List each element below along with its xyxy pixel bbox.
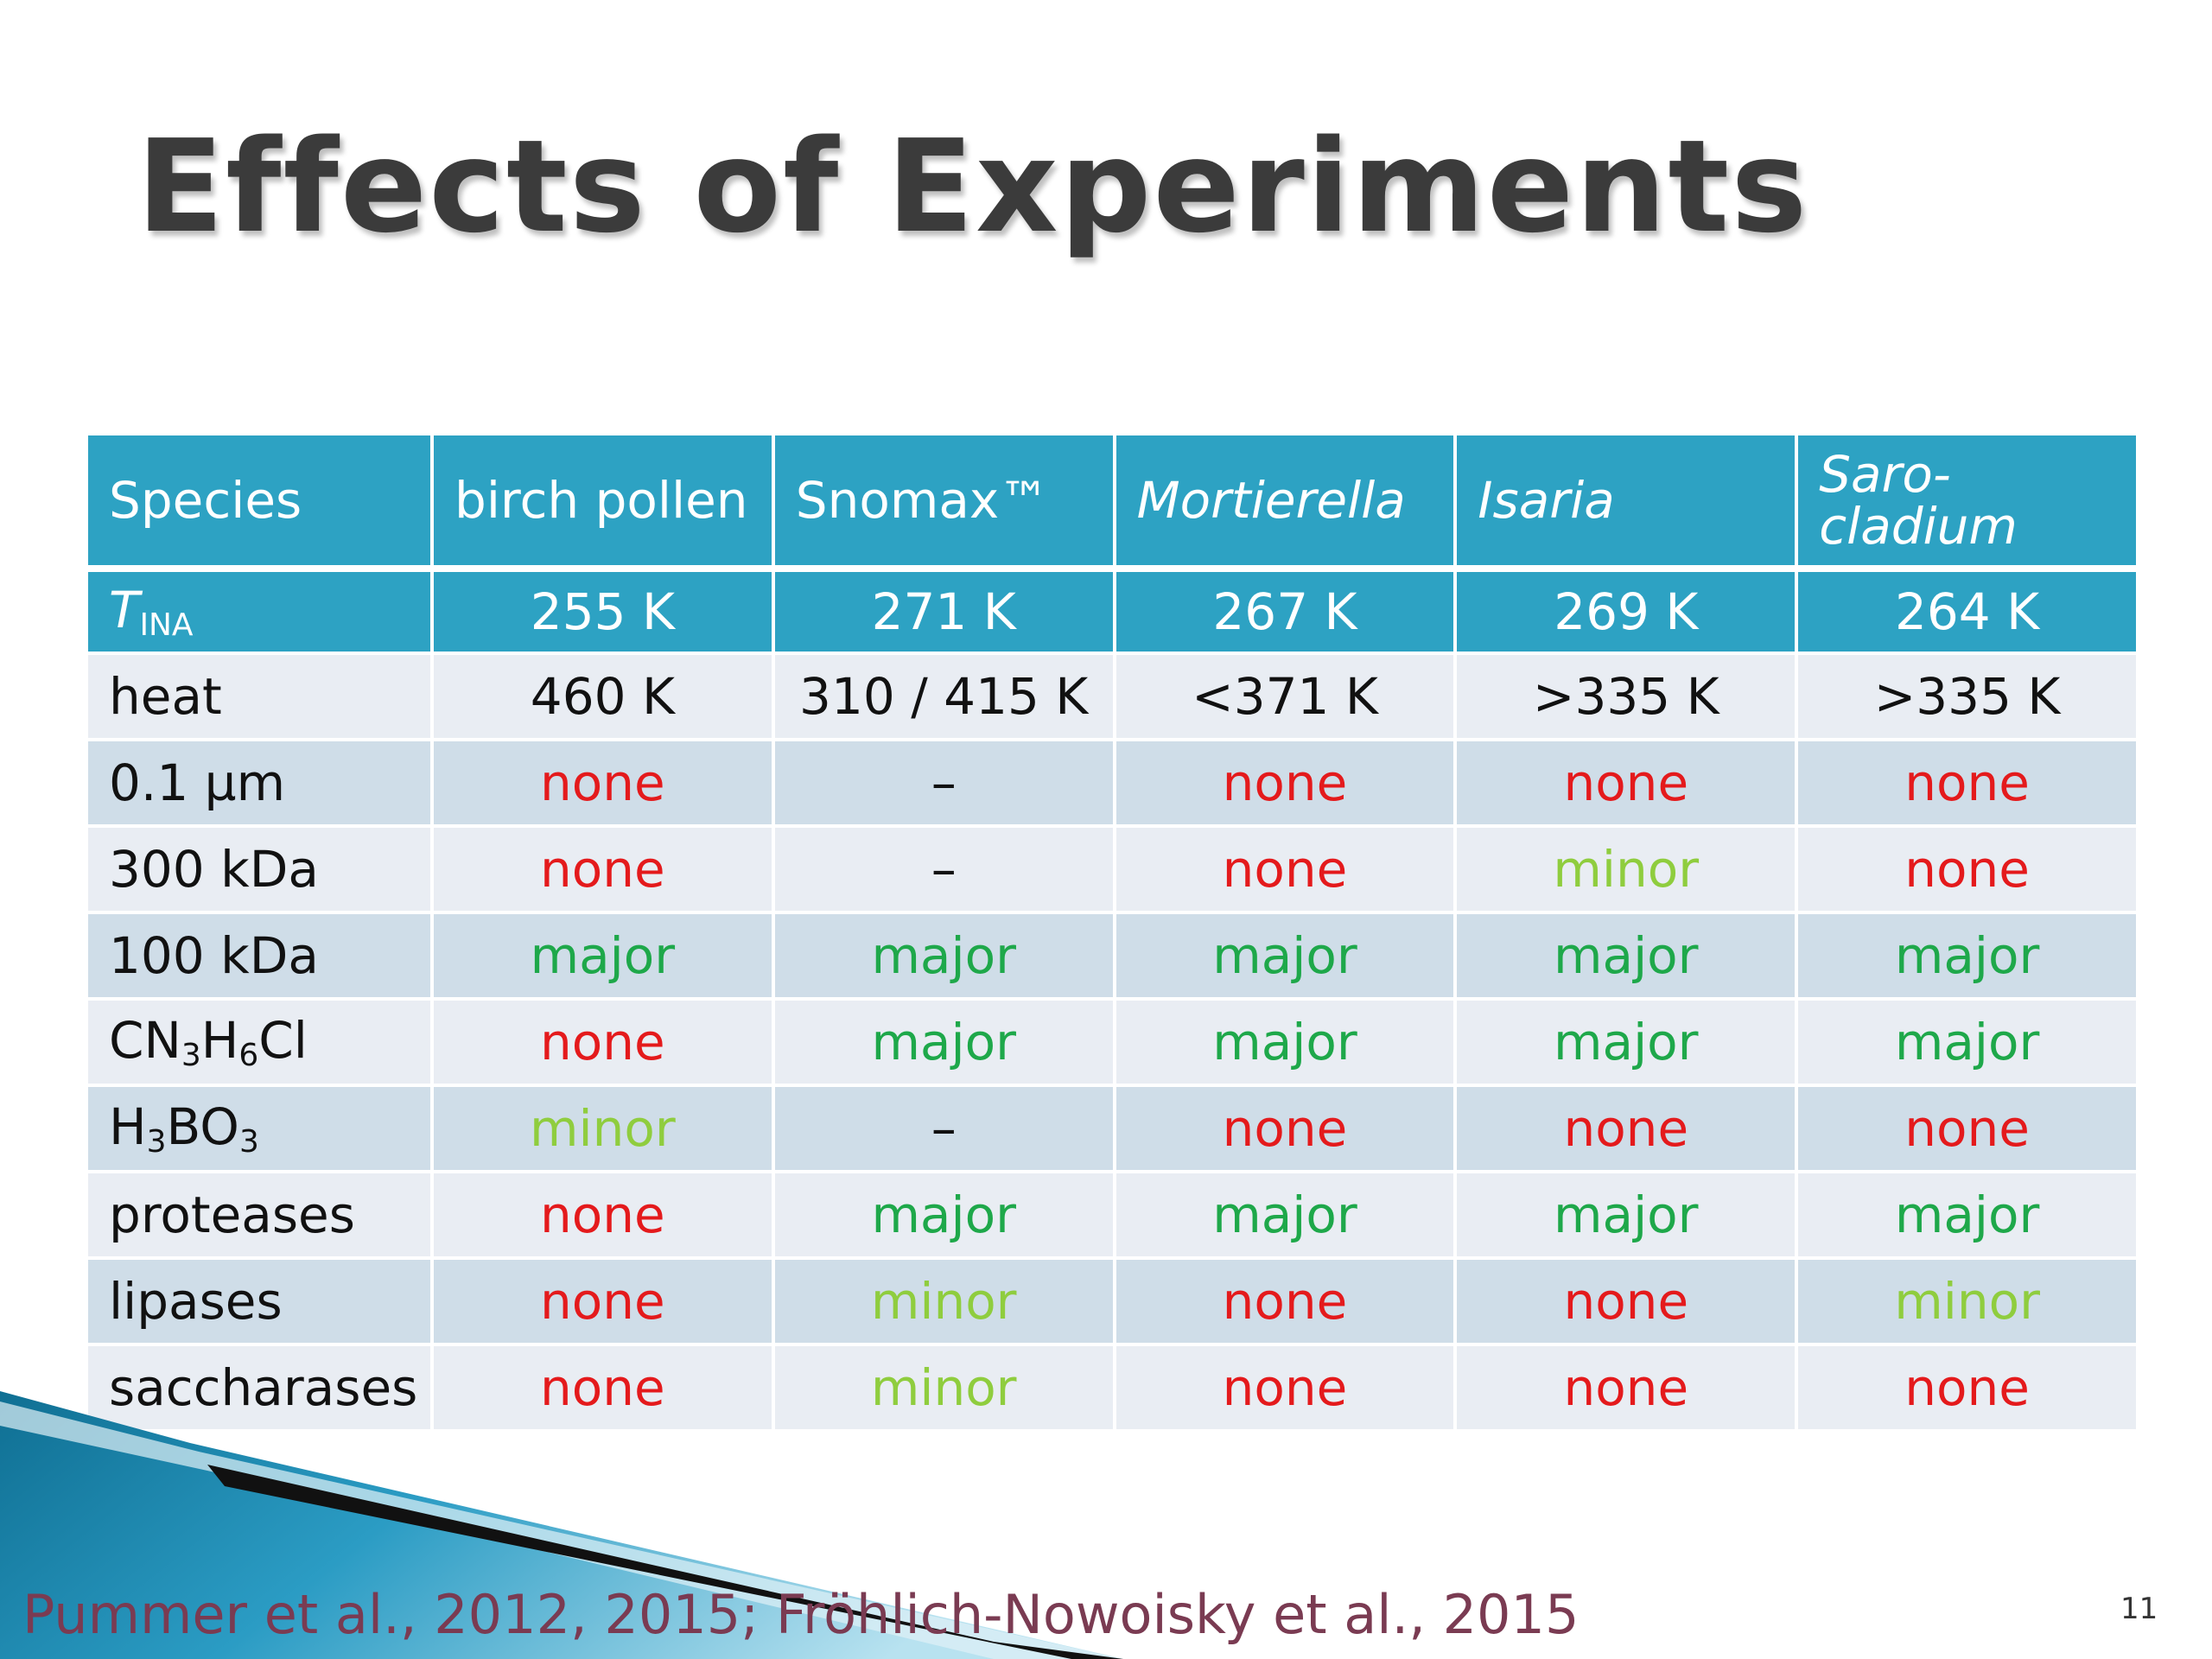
table-cell: – [771, 1084, 1116, 1173]
table-cell: <371 K [1112, 652, 1458, 741]
formula-part: H [200, 1011, 239, 1070]
table-cell: minor [771, 1343, 1116, 1433]
row-label: lipases [85, 1256, 434, 1346]
formula-subscript: 3 [181, 1037, 201, 1073]
table-cell: none [430, 1343, 775, 1433]
table-row: CN3H6Cl none major major major major [85, 997, 2139, 1087]
table-cell: >335 K [1795, 652, 2139, 741]
formula-part: BO [166, 1097, 239, 1156]
table-cell: 460 K [430, 652, 775, 741]
table-cell: none [430, 738, 775, 828]
table-cell: none [1112, 1084, 1458, 1173]
effects-table-container: Species birch pollen Snomax™ Mortierella… [85, 432, 2139, 1433]
table-cell: none [1795, 1084, 2139, 1173]
table-cell: none [430, 1170, 775, 1260]
table-cell: major [1112, 911, 1458, 1001]
row-label: saccharases [85, 1343, 434, 1433]
table-cell: minor [430, 1084, 775, 1173]
table-cell: none [1112, 824, 1458, 914]
table-cell: none [1112, 1343, 1458, 1433]
header-species-label: Species [85, 432, 434, 570]
table-cell: none [430, 824, 775, 914]
table-cell: none [1453, 1256, 1799, 1346]
table-cell: – [771, 738, 1116, 828]
tina-value: 269 K [1453, 565, 1799, 655]
table-row: 0.1 µm none – none none none [85, 738, 2139, 828]
citation: Pummer et al., 2012, 2015; Fröhlich-Nowo… [22, 1583, 1580, 1646]
table-row: proteases none major major major major [85, 1170, 2139, 1260]
tina-label-main: T [109, 581, 140, 639]
row-label: 100 kDa [85, 911, 434, 1001]
table-cell: none [1453, 738, 1799, 828]
row-label: 0.1 µm [85, 738, 434, 828]
row-label: 300 kDa [85, 824, 434, 914]
formula-subscript: 3 [238, 1123, 259, 1160]
table-cell: minor [771, 1256, 1116, 1346]
table-cell: major [430, 911, 775, 1001]
header-birch-pollen: birch pollen [430, 432, 775, 570]
formula-part: CN [109, 1011, 181, 1070]
row-label: heat [85, 652, 434, 741]
effects-table: Species birch pollen Snomax™ Mortierella… [85, 432, 2139, 1433]
table-row: 100 kDa major major major major major [85, 911, 2139, 1001]
table-cell: none [1112, 1256, 1458, 1346]
table-row-tina: TINA 255 K 271 K 267 K 269 K 264 K [85, 565, 2139, 655]
table-cell: major [771, 997, 1116, 1087]
decorative-corner-swoosh [0, 1391, 1123, 1659]
header-mortierella: Mortierella [1112, 432, 1458, 570]
table-cell: minor [1453, 824, 1799, 914]
table-cell: none [1795, 738, 2139, 828]
table-cell: major [1795, 911, 2139, 1001]
row-label: H3BO3 [85, 1084, 434, 1173]
formula-subscript: 6 [238, 1037, 259, 1073]
table-cell: minor [1795, 1256, 2139, 1346]
table-cell: major [771, 1170, 1116, 1260]
table-row: lipases none minor none none minor [85, 1256, 2139, 1346]
table-cell: none [430, 1256, 775, 1346]
table-cell: major [771, 911, 1116, 1001]
table-cell: major [1795, 997, 2139, 1087]
tina-value: 267 K [1112, 565, 1458, 655]
table-row: heat 460 K 310 / 415 K <371 K >335 K >335 K [85, 652, 2139, 741]
header-sarocladium-line1: Saro- [1819, 445, 1951, 504]
tina-value: 271 K [771, 565, 1116, 655]
table-cell: major [1112, 997, 1458, 1087]
header-isaria: Isaria [1453, 432, 1799, 570]
formula-subscript: 3 [146, 1123, 167, 1160]
formula-part: H [109, 1097, 147, 1156]
tina-value: 255 K [430, 565, 775, 655]
table-cell: 310 / 415 K [771, 652, 1116, 741]
table-cell: major [1453, 1170, 1799, 1260]
table-row: 300 kDa none – none minor none [85, 824, 2139, 914]
table-cell: major [1453, 911, 1799, 1001]
table-cell: none [1795, 1343, 2139, 1433]
table-cell: major [1453, 997, 1799, 1087]
table-cell: none [1453, 1343, 1799, 1433]
formula-part: Cl [258, 1011, 308, 1070]
table-cell: none [1112, 738, 1458, 828]
table-cell: – [771, 824, 1116, 914]
row-label: CN3H6Cl [85, 997, 434, 1087]
tina-value: 264 K [1795, 565, 2139, 655]
table-row: saccharases none minor none none none [85, 1343, 2139, 1433]
table-cell: none [1795, 824, 2139, 914]
row-label: proteases [85, 1170, 434, 1260]
table-cell: none [1453, 1084, 1799, 1173]
header-sarocladium-line2: cladium [1819, 497, 2018, 556]
header-sarocladium: Saro- cladium [1795, 432, 2139, 570]
table-cell: major [1795, 1170, 2139, 1260]
slide-title: Effects of Experiments [137, 112, 1809, 261]
table-cell: >335 K [1453, 652, 1799, 741]
tina-label-sub: INA [139, 607, 194, 643]
table-header-row: Species birch pollen Snomax™ Mortierella… [85, 432, 2139, 570]
table-cell: major [1112, 1170, 1458, 1260]
table-cell: none [430, 997, 775, 1087]
header-snomax: Snomax™ [771, 432, 1116, 570]
slide-number: 11 [2120, 1592, 2158, 1626]
tina-label: TINA [85, 565, 434, 655]
table-row: H3BO3 minor – none none none [85, 1084, 2139, 1173]
